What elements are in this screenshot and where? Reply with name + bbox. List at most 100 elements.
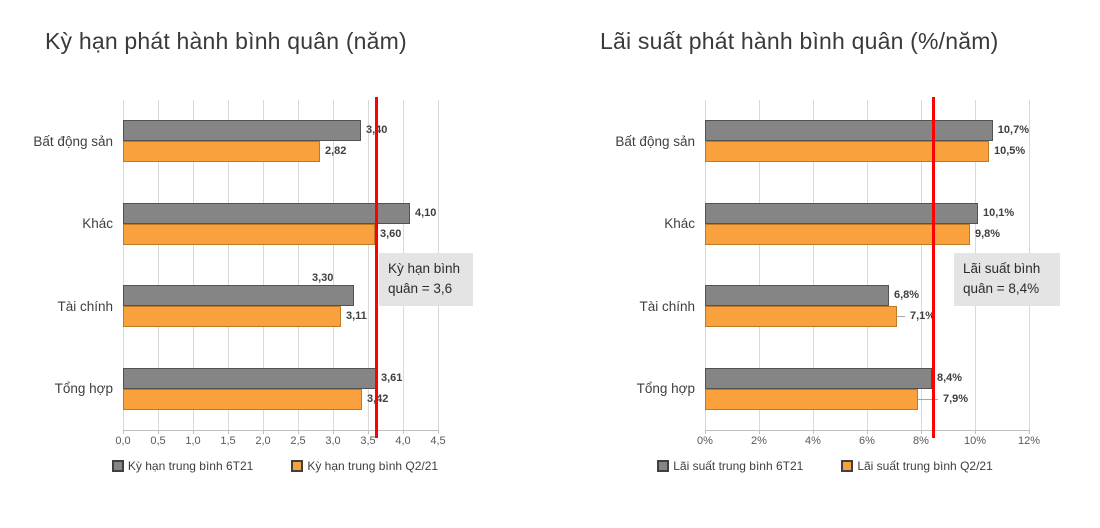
legend-label: Kỳ hạn trung bình 6T21	[127, 459, 254, 473]
gridline	[228, 100, 229, 430]
legend-swatch-icon	[111, 460, 124, 472]
bar-current-period	[123, 223, 375, 245]
category-bar-group: 8,4% 7,9%	[705, 348, 1029, 431]
x-tick-label: 2,0	[255, 435, 271, 447]
x-tick-label: 3,5	[360, 435, 376, 447]
x-tick-label: 1,0	[185, 435, 201, 447]
bar-value-label: 4,10	[415, 206, 437, 219]
gridline	[193, 100, 194, 430]
bar-row: 7,9%	[705, 388, 1029, 410]
x-tick-label: 12%	[1017, 435, 1041, 447]
bar-value-label: 10,5%	[994, 145, 1026, 158]
bar-value-label: 3,61	[381, 371, 403, 384]
bar-row: 3,30	[123, 272, 438, 307]
x-tick-label: 4,5	[430, 435, 446, 447]
chart-title: Lãi suất phát hành bình quân (%/năm)	[600, 28, 999, 54]
bar-current-period	[705, 223, 970, 245]
legend-swatch-icon	[291, 460, 304, 472]
bar-row: 3,11	[123, 306, 438, 328]
bar-value-label: 2,82	[325, 145, 347, 158]
axis-tick	[368, 430, 369, 434]
x-tick-label: 4%	[805, 435, 821, 447]
reference-annotation: Lãi suất bình quân = 8,4%	[954, 253, 1060, 306]
bar-row: 10,1%	[705, 202, 1029, 224]
gridline	[813, 100, 814, 430]
bar-current-period	[123, 141, 320, 163]
legend-label: Lãi suất trung bình 6T21	[673, 459, 804, 473]
bar-prev-period	[123, 285, 354, 307]
chart-panel-issuance-term: Kỳ hạn phát hành bình quân (năm) Bất độn…	[0, 28, 550, 473]
axis-tick	[705, 430, 706, 434]
legend-item-current-period: Kỳ hạn trung bình Q2/21	[291, 459, 438, 473]
bar-current-period	[123, 306, 341, 328]
axis-tick	[438, 430, 439, 434]
category-label: Tài chính	[57, 298, 113, 314]
bar-prev-period	[705, 120, 993, 142]
axis-tick	[1029, 430, 1030, 434]
legend-swatch-icon	[841, 460, 854, 472]
x-tick-label: 4,0	[395, 435, 411, 447]
x-tick-label: 3,0	[325, 435, 341, 447]
category-bar-group: 6,8% 7,1%	[705, 265, 1029, 348]
bar-value-label: 9,8%	[975, 227, 1001, 240]
axis-tick	[867, 430, 868, 434]
category-bar-group: 10,7% 10,5%	[705, 100, 1029, 183]
category-axis: Bất động sản Khác Tài chính Tổng hợp	[16, 100, 113, 430]
category-bar-group: 10,1% 9,8%	[705, 183, 1029, 266]
plot-area: Kỳ hạn bình quân = 3,6 3,40 2,82 4,10 3,60 3…	[123, 97, 473, 438]
x-tick-label: 6%	[859, 435, 875, 447]
legend: Kỳ hạn trung bình 6T21 Kỳ hạn trung bình …	[0, 459, 550, 473]
axis-tick	[403, 430, 404, 434]
bar-current-period	[705, 306, 897, 328]
gridline	[867, 100, 868, 430]
bar-current-period	[705, 388, 918, 410]
bar-prev-period	[705, 285, 889, 307]
bar-value-label: 10,7%	[997, 124, 1029, 137]
bar-value-label: 10,1%	[983, 206, 1015, 219]
bar-value-label: 7,9%	[943, 392, 969, 405]
category-label: Khác	[82, 216, 113, 232]
bar-row: 6,8%	[705, 285, 1029, 307]
chart-title: Kỳ hạn phát hành bình quân (năm)	[45, 28, 407, 54]
gridline	[158, 100, 159, 430]
category-bar-group: 3,61 3,42	[123, 348, 438, 431]
bar-row: 3,61	[123, 367, 438, 389]
legend-item-current-period: Lãi suất trung bình Q2/21	[841, 459, 993, 473]
bar-row: 3,40	[123, 120, 438, 142]
x-tick-label: 0,0	[115, 435, 131, 447]
category-label: Tài chính	[639, 298, 695, 314]
category-label: Bất động sản	[33, 133, 113, 149]
category-bar-group: 4,10 3,60	[123, 183, 438, 266]
category-bar-group: 3,40 2,82	[123, 100, 438, 183]
reference-line	[932, 97, 935, 438]
x-tick-label: 2,5	[290, 435, 306, 447]
gridline	[368, 100, 369, 430]
x-tick-label: 8%	[913, 435, 929, 447]
gridline	[298, 100, 299, 430]
bar-value-label: 6,8%	[894, 289, 920, 302]
bar-row: 4,10	[123, 202, 438, 224]
label-leader-line	[897, 316, 905, 318]
legend-item-prev-period: Lãi suất trung bình 6T21	[657, 459, 803, 473]
gridline	[759, 100, 760, 430]
gridline	[123, 100, 124, 430]
bar-row: 2,82	[123, 141, 438, 163]
bar-value-label: 8,4%	[937, 371, 963, 384]
gridline	[333, 100, 334, 430]
axis-tick	[921, 430, 922, 434]
bar-row: 9,8%	[705, 223, 1029, 245]
category-label: Khác	[664, 216, 695, 232]
reference-line	[375, 97, 378, 438]
axis-tick	[298, 430, 299, 434]
axis-tick	[263, 430, 264, 434]
bar-row: 3,42	[123, 388, 438, 410]
axis-tick	[975, 430, 976, 434]
gridline	[263, 100, 264, 430]
bar-row: 3,60	[123, 223, 438, 245]
category-axis: Bất động sản Khác Tài chính Tổng hợp	[598, 100, 695, 430]
bar-prev-period	[123, 202, 410, 224]
legend-swatch-icon	[657, 460, 670, 472]
bar-value-label: 7,1%	[910, 310, 936, 323]
x-tick-label: 1,5	[220, 435, 236, 447]
